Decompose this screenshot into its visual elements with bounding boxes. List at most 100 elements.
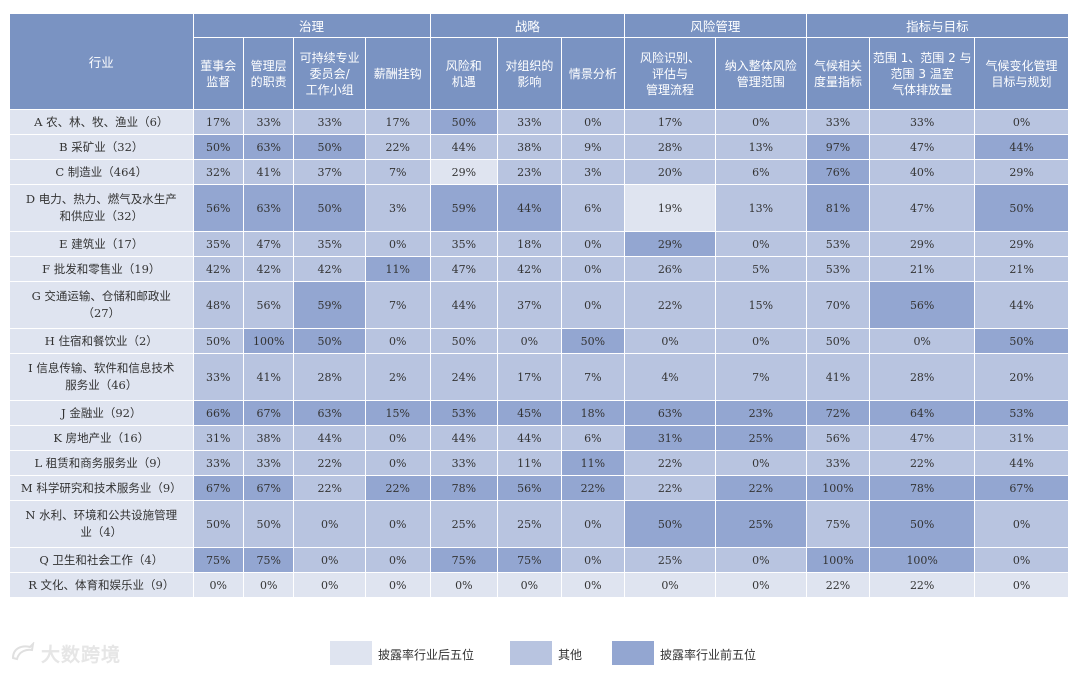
value-cell: 0% bbox=[364, 231, 431, 257]
value-cell: 15% bbox=[364, 400, 431, 426]
legend-swatch-bottom bbox=[330, 641, 372, 665]
legend-label-other: 其他 bbox=[558, 648, 583, 662]
value-cell: 25% bbox=[624, 547, 716, 573]
value-cell: 78% bbox=[869, 475, 976, 501]
value-cell: 44% bbox=[429, 281, 499, 329]
value-cell: 33% bbox=[242, 450, 295, 476]
value-cell: 33% bbox=[805, 109, 871, 135]
value-cell: 0% bbox=[869, 328, 976, 354]
value-cell: 29% bbox=[869, 231, 976, 257]
value-cell: 17% bbox=[624, 109, 716, 135]
value-cell: 50% bbox=[429, 109, 499, 135]
column-header: 可持续专业 委员会/工作小组 bbox=[293, 37, 366, 110]
value-cell: 64% bbox=[869, 400, 976, 426]
value-cell: 0% bbox=[560, 281, 626, 329]
group-header: 治理 bbox=[192, 13, 431, 38]
table-row: M 科学研究和技术服务业（9） 67% 67% 22% 22% 78% 56% 22% 22% 2… bbox=[9, 475, 1069, 501]
value-cell: 35% bbox=[429, 231, 499, 257]
value-cell: 56% bbox=[805, 425, 871, 451]
value-cell: 25% bbox=[714, 500, 807, 548]
value-cell: 75% bbox=[242, 547, 295, 573]
value-cell: 59% bbox=[293, 281, 366, 329]
value-cell: 0% bbox=[364, 328, 431, 354]
column-header-line: 范围 3 温室 bbox=[890, 66, 954, 81]
value-cell: 5% bbox=[714, 256, 807, 282]
value-cell: 0% bbox=[293, 547, 366, 573]
value-cell: 50% bbox=[293, 184, 366, 232]
value-cell: 44% bbox=[293, 425, 366, 451]
value-cell: 6% bbox=[560, 425, 626, 451]
value-cell: 4% bbox=[624, 353, 716, 401]
value-cell: 75% bbox=[429, 547, 499, 573]
watermark-text: 大数跨境 bbox=[41, 643, 122, 666]
value-cell: 100% bbox=[242, 328, 295, 354]
column-header-line: 目标与规划 bbox=[991, 74, 1052, 89]
value-cell: 0% bbox=[714, 547, 807, 573]
industry-cell: K 房地产业（16） bbox=[9, 425, 194, 451]
value-cell: 0% bbox=[560, 500, 626, 548]
value-cell: 25% bbox=[429, 500, 499, 548]
column-header-line: 监督 bbox=[206, 74, 231, 89]
value-cell: 17% bbox=[497, 353, 562, 401]
column-header-line: 可持续专业 bbox=[299, 50, 360, 65]
table-row: K 房地产业（16） 31% 38% 44% 0% 44% 44% 6% 31% 25% 56% 47… bbox=[9, 425, 1069, 451]
legend: 披露率行业后五位 其他 披露率行业前五位 bbox=[330, 641, 770, 665]
value-cell: 13% bbox=[714, 134, 807, 160]
value-cell: 22% bbox=[293, 475, 366, 501]
value-cell: 22% bbox=[624, 281, 716, 329]
value-cell: 11% bbox=[560, 450, 626, 476]
value-cell: 38% bbox=[497, 134, 562, 160]
value-cell: 33% bbox=[293, 109, 366, 135]
industry-line: E 建筑业（17） bbox=[59, 236, 144, 251]
value-cell: 63% bbox=[242, 184, 295, 232]
table-row: B 采矿业（32） 50% 63% 50% 22% 44% 38% 9% 28% 13% 97% 47… bbox=[9, 134, 1069, 160]
value-cell: 50% bbox=[192, 134, 244, 160]
group-header: 指标与目标 bbox=[805, 13, 1070, 38]
value-cell: 50% bbox=[293, 134, 366, 160]
value-cell: 22% bbox=[364, 475, 431, 501]
value-cell: 21% bbox=[974, 256, 1069, 282]
column-header: 董事会 监督 bbox=[192, 37, 244, 110]
value-cell: 50% bbox=[560, 328, 626, 354]
industry-cell: R 文化、体育和娱乐业（9） bbox=[9, 572, 194, 598]
value-cell: 50% bbox=[429, 328, 499, 354]
industry-line: F 批发和零售业（19） bbox=[42, 261, 161, 276]
table-row: L 租赁和商务服务业（9） 33% 33% 22% 0% 33% 11% 11% 22% 0% 33… bbox=[9, 450, 1069, 476]
value-cell: 47% bbox=[869, 184, 976, 232]
industry-line: M 科学研究和技术服务业（9） bbox=[20, 480, 182, 495]
value-cell: 42% bbox=[192, 256, 244, 282]
value-cell: 29% bbox=[974, 159, 1069, 185]
industry-header: 行业 bbox=[9, 13, 194, 110]
industry-cell: Q 卫生和社会工作（4） bbox=[9, 547, 194, 573]
industry-line: 服务业（46） bbox=[65, 378, 138, 392]
value-cell: 53% bbox=[429, 400, 499, 426]
value-cell: 44% bbox=[429, 134, 499, 160]
value-cell: 0% bbox=[293, 500, 366, 548]
value-cell: 24% bbox=[429, 353, 499, 401]
value-cell: 44% bbox=[497, 425, 562, 451]
column-header-line: 的职责 bbox=[250, 74, 287, 89]
value-cell: 29% bbox=[429, 159, 499, 185]
value-cell: 35% bbox=[192, 231, 244, 257]
table-row: C 制造业（464） 32% 41% 37% 7% 29% 23% 3% 20% 6% 76% 40%… bbox=[9, 159, 1069, 185]
value-cell: 7% bbox=[364, 159, 431, 185]
value-cell: 50% bbox=[974, 328, 1069, 354]
industry-line: （27） bbox=[82, 306, 121, 320]
value-cell: 0% bbox=[560, 547, 626, 573]
value-cell: 56% bbox=[242, 281, 295, 329]
value-cell: 6% bbox=[714, 159, 807, 185]
column-header: 风险识别、 评估与 管理流程 bbox=[624, 37, 716, 110]
column-header-line: 风险和 bbox=[445, 58, 482, 73]
table-row: F 批发和零售业（19） 42% 42% 42% 11% 47% 42% 0% 26% 5% 53%… bbox=[9, 256, 1069, 282]
industry-cell: H 住宿和餐饮业（2） bbox=[9, 328, 194, 354]
industry-cell: L 租赁和商务服务业（9） bbox=[9, 450, 194, 476]
value-cell: 75% bbox=[192, 547, 244, 573]
value-cell: 25% bbox=[714, 425, 807, 451]
value-cell: 42% bbox=[293, 256, 366, 282]
value-cell: 72% bbox=[805, 400, 871, 426]
value-cell: 81% bbox=[805, 184, 871, 232]
value-cell: 100% bbox=[805, 475, 871, 501]
industry-line: R 文化、体育和娱乐业（9） bbox=[28, 577, 175, 592]
value-cell: 33% bbox=[497, 109, 562, 135]
value-cell: 41% bbox=[242, 353, 295, 401]
